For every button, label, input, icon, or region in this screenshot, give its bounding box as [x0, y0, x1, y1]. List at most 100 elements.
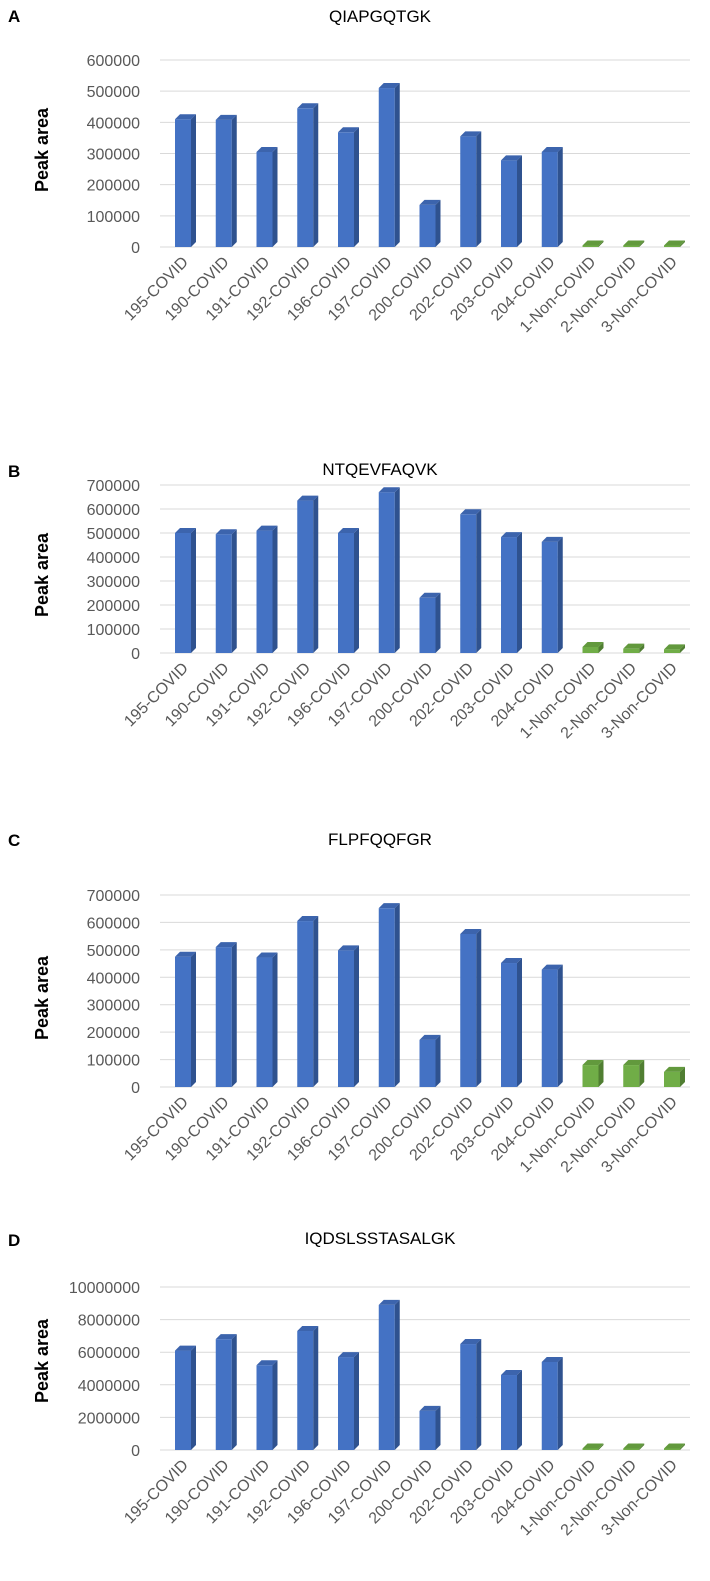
bar-190-COVID	[215, 529, 237, 653]
bar-202-COVID	[460, 1339, 482, 1450]
y-axis-label: Peak area	[32, 1318, 52, 1403]
y-tick-label: 400000	[87, 115, 140, 132]
bar-196-COVID	[338, 528, 359, 653]
bar-195-COVID	[175, 1345, 196, 1450]
x-tick-labels: 195-COVID190-COVID191-COVID192-COVID196-…	[121, 1094, 681, 1176]
x-tick-labels: 195-COVID190-COVID191-COVID192-COVID196-…	[121, 254, 681, 336]
panel-letter: D	[8, 1231, 20, 1250]
bar-190-COVID	[215, 942, 237, 1087]
y-tick-label: 100000	[87, 622, 140, 639]
bar-1-Non-COVID	[582, 1443, 604, 1450]
bar-191-COVID	[256, 1360, 278, 1450]
y-tick-label: 100000	[87, 209, 140, 226]
y-tick-label: 10000000	[69, 1280, 140, 1297]
bar-202-COVID	[460, 928, 482, 1087]
bars	[175, 1299, 685, 1450]
y-tick-label: 700000	[87, 888, 140, 905]
bar-195-COVID	[175, 528, 196, 653]
bar-203-COVID	[501, 958, 522, 1087]
y-tick-label: 400000	[87, 550, 140, 567]
bar-2-Non-COVID	[623, 1060, 645, 1087]
y-tick-label: 500000	[87, 943, 140, 960]
bar-196-COVID	[338, 1352, 359, 1450]
bar-200-COVID	[419, 1405, 441, 1450]
y-tick-label: 8000000	[78, 1313, 140, 1330]
y-tick-label: 0	[131, 1080, 140, 1097]
chart-title: QIAPGQTGK	[329, 7, 432, 26]
gridlines	[160, 894, 690, 1088]
y-tick-label: 0	[131, 646, 140, 663]
bar-3-Non-COVID	[664, 644, 685, 653]
x-tick-labels: 195-COVID190-COVID191-COVID192-COVID196-…	[121, 660, 681, 742]
y-tick-labels: 0 2000000 4000000 6000000 8000000 10000000	[69, 1280, 140, 1460]
bar-191-COVID	[256, 952, 278, 1087]
panel-letter: B	[8, 462, 20, 481]
chart-title: IQDSLSSTASALGK	[305, 1229, 457, 1248]
bar-2-Non-COVID	[623, 643, 645, 653]
bars	[175, 903, 685, 1087]
panel-letter: A	[8, 7, 20, 26]
chart-panel-b: B NTQEVFAQVK Peak area 0 100000 200000 3000…	[8, 460, 690, 742]
bar-200-COVID	[419, 1034, 441, 1087]
bar-200-COVID	[419, 592, 441, 653]
bar-191-COVID	[256, 525, 278, 653]
y-tick-label: 0	[131, 240, 140, 257]
y-tick-label: 500000	[87, 84, 140, 101]
panel-b: B NTQEVFAQVK Peak area 0 100000 200000 3000…	[0, 395, 710, 790]
bar-192-COVID	[297, 495, 319, 653]
bar-196-COVID	[338, 945, 359, 1087]
panel-letter: C	[8, 831, 20, 850]
panel-d: D IQDSLSSTASALGK Peak area 0 2000000 40000…	[0, 1185, 710, 1581]
y-tick-label: 400000	[87, 970, 140, 987]
bar-3-Non-COVID	[664, 1066, 685, 1087]
bar-203-COVID	[501, 155, 522, 247]
bar-190-COVID	[215, 1334, 237, 1450]
y-tick-label: 300000	[87, 147, 140, 164]
bar-203-COVID	[501, 532, 522, 653]
y-tick-labels: 0 100000 200000 300000 400000 500000 600000 700…	[87, 888, 140, 1097]
panel-c: C FLPFQQFGR Peak area 0 100000 200000 30000…	[0, 790, 710, 1185]
y-tick-label: 600000	[87, 502, 140, 519]
bar-200-COVID	[419, 199, 441, 247]
bar-197-COVID	[378, 1299, 400, 1450]
bar-2-Non-COVID	[623, 240, 645, 247]
y-tick-labels: 0 100000 200000 300000 400000 500000 600000 700…	[87, 478, 140, 663]
bar-195-COVID	[175, 951, 196, 1087]
chart-panel-a: A QIAPGQTGK Peak area 0 100000 200000 30000…	[8, 7, 690, 336]
bar-202-COVID	[460, 509, 482, 653]
bar-202-COVID	[460, 131, 482, 247]
y-tick-label: 300000	[87, 574, 140, 591]
bar-191-COVID	[256, 146, 278, 247]
bar-1-Non-COVID	[582, 240, 604, 247]
y-tick-label: 200000	[87, 178, 140, 195]
y-tick-label: 300000	[87, 998, 140, 1015]
bar-2-Non-COVID	[623, 1443, 645, 1450]
bar-197-COVID	[378, 903, 400, 1087]
bar-204-COVID	[541, 536, 563, 653]
panel-a: A QIAPGQTGK Peak area 0 100000 200000 30000…	[0, 0, 710, 395]
gridlines	[160, 59, 690, 248]
bar-1-Non-COVID	[582, 642, 604, 653]
bar-204-COVID	[541, 1356, 563, 1450]
y-tick-label: 600000	[87, 915, 140, 932]
bars	[175, 487, 685, 653]
bar-192-COVID	[297, 103, 319, 247]
y-tick-label: 0	[131, 1443, 140, 1460]
chart-panel-d: D IQDSLSSTASALGK Peak area 0 2000000 40000…	[8, 1229, 690, 1539]
bar-197-COVID	[378, 487, 400, 653]
bar-3-Non-COVID	[664, 1443, 685, 1450]
bar-203-COVID	[501, 1370, 522, 1450]
bar-204-COVID	[541, 964, 563, 1087]
y-axis-label: Peak area	[32, 955, 52, 1040]
chart-panel-c: C FLPFQQFGR Peak area 0 100000 200000 30000…	[8, 830, 690, 1176]
y-tick-label: 200000	[87, 1025, 140, 1042]
y-axis-label: Peak area	[32, 107, 52, 192]
bar-1-Non-COVID	[582, 1060, 604, 1087]
y-tick-label: 700000	[87, 478, 140, 495]
y-axis-label: Peak area	[32, 532, 52, 617]
y-tick-label: 100000	[87, 1053, 140, 1070]
bar-204-COVID	[541, 146, 563, 247]
bar-192-COVID	[297, 916, 319, 1087]
y-tick-label: 4000000	[78, 1378, 140, 1395]
